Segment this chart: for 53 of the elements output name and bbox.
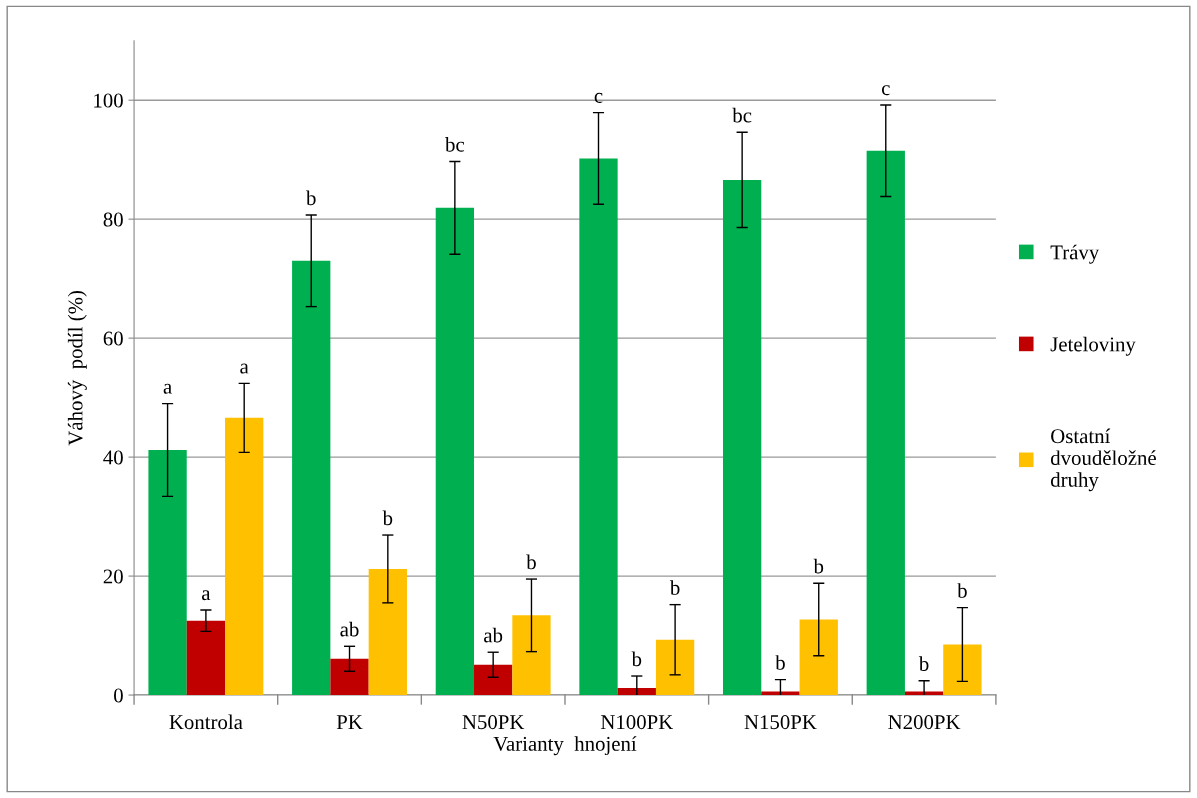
bar [474,664,513,696]
y-tick-label: 0 [114,688,123,703]
data-label: ab [340,621,359,637]
data-label: ab [484,627,503,643]
y-axis-title: Váhový podíl (%) [67,290,87,446]
x-tick-label: N200PK [888,715,961,730]
bar [866,150,905,696]
bar [368,568,407,696]
x-tick-label: N100PK [600,715,674,730]
data-label: a [201,590,211,601]
data-label: c [881,85,890,96]
y-tick-label: 100 [94,93,123,108]
bar [579,158,618,696]
bar [292,260,331,696]
x-axis-title: Varianty hnojení [493,736,637,756]
bar [904,691,944,696]
bar [435,207,475,696]
data-label: b [669,580,680,595]
bar [617,687,656,696]
y-tick-label: 40 [103,450,123,465]
bar [225,417,264,696]
y-tick-label: 60 [103,331,123,346]
legend-label: Jeteloviny [1050,336,1136,356]
data-label: a [163,383,172,394]
bar [722,179,762,696]
legend-label: Trávy [1050,244,1100,264]
x-tick-label: PK [336,715,363,729]
data-label: b [526,554,536,570]
legend-label: Ostatní dvouděložné druhy [1050,428,1156,492]
y-tick-label: 20 [103,569,123,584]
y-tick-label: 80 [103,212,123,227]
data-label: c [594,92,603,103]
bar [186,620,226,696]
x-tick-label: N150PK [744,715,817,730]
data-label: bc [445,137,465,152]
data-label: b [382,510,393,526]
bar [330,658,369,696]
bar [148,449,187,696]
data-label: bc [732,107,752,123]
data-label: b [631,651,642,667]
bar [512,615,551,696]
x-tick-label: N50PK [462,715,525,730]
data-label: b [813,558,824,574]
bar [655,639,695,696]
bar [761,691,800,696]
data-label: b [918,656,929,671]
bar [799,619,838,696]
x-tick-label: Kontrola [169,714,243,730]
data-label: b [775,655,785,670]
data-label: b [306,190,316,206]
bar [943,644,982,696]
data-label: b [957,583,967,598]
data-label: a [240,363,249,374]
